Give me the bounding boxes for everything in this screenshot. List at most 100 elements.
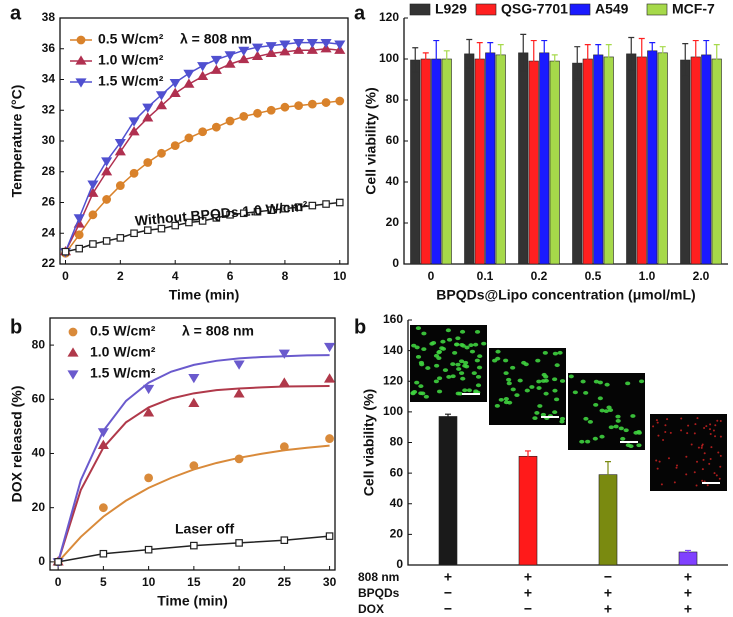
cell xyxy=(583,416,589,421)
cell xyxy=(495,349,501,354)
cell xyxy=(455,336,461,341)
cell xyxy=(442,368,449,372)
marker xyxy=(279,442,289,452)
x-tick-label: 30 xyxy=(323,575,337,589)
marker xyxy=(267,206,276,214)
marker xyxy=(293,38,305,49)
marker xyxy=(266,105,276,115)
cell xyxy=(708,428,711,431)
marker xyxy=(73,214,85,224)
bar xyxy=(657,52,668,265)
marker xyxy=(101,157,113,167)
marker xyxy=(183,69,195,80)
condition-sign: + xyxy=(524,585,532,601)
cell xyxy=(592,436,598,441)
cell xyxy=(446,337,453,342)
cell xyxy=(655,459,658,462)
bar xyxy=(690,56,701,265)
y-tick-label: 60 xyxy=(386,133,400,147)
error-bar xyxy=(638,37,645,76)
marker xyxy=(211,122,221,132)
bar xyxy=(518,52,529,265)
cell xyxy=(411,343,417,348)
bar xyxy=(603,56,614,265)
condition-sign: + xyxy=(604,585,612,601)
marker xyxy=(265,47,277,57)
error-bar xyxy=(713,44,720,74)
cell xyxy=(673,481,676,484)
cell xyxy=(452,350,458,355)
marker xyxy=(129,168,139,178)
marker xyxy=(293,44,305,54)
marker xyxy=(210,64,222,74)
marker xyxy=(279,46,291,56)
cell xyxy=(542,350,548,355)
legend-label: 1.0 W/cm² xyxy=(90,344,156,360)
cell xyxy=(669,431,672,434)
cell xyxy=(696,417,699,420)
marker xyxy=(294,203,303,211)
y-tick-label: 40 xyxy=(390,496,404,510)
cell xyxy=(709,458,712,461)
condition-sign: + xyxy=(604,601,612,617)
y-tick-label: 60 xyxy=(390,465,404,479)
x-tick-label: 0.1 xyxy=(477,269,494,283)
cell xyxy=(423,394,429,399)
marker xyxy=(324,342,336,353)
axis-frame xyxy=(49,317,336,571)
cell xyxy=(436,376,443,381)
cell xyxy=(524,388,530,393)
marker xyxy=(234,454,244,464)
error-bar xyxy=(466,38,473,69)
bar xyxy=(549,60,560,265)
cell xyxy=(552,410,558,415)
y-tick-label: 0 xyxy=(396,557,403,571)
cell xyxy=(685,473,688,476)
marker xyxy=(54,558,62,566)
marker xyxy=(233,388,245,398)
y-tick-label: 36 xyxy=(42,41,56,55)
y-axis-label: DOX released (%) xyxy=(9,386,25,503)
condition-sign: + xyxy=(684,585,692,601)
x-axis-label: Time (min) xyxy=(157,593,228,609)
cell xyxy=(686,432,689,435)
cell xyxy=(719,465,722,468)
cell xyxy=(695,484,698,487)
cell xyxy=(535,358,541,363)
marker xyxy=(143,407,155,417)
condition-label: DOX xyxy=(358,602,384,616)
cell xyxy=(693,471,696,474)
cell xyxy=(636,443,642,448)
cell xyxy=(702,458,705,461)
marker xyxy=(278,349,290,359)
cell xyxy=(552,388,558,393)
marker xyxy=(61,247,70,256)
cell xyxy=(476,365,483,370)
legend-marker xyxy=(76,35,86,45)
cell xyxy=(446,375,452,379)
cell xyxy=(587,420,593,424)
y-tick-label: 0 xyxy=(38,554,45,568)
marker xyxy=(322,200,330,208)
cell xyxy=(454,342,460,347)
panel-label: a xyxy=(354,2,366,24)
marker xyxy=(253,207,262,216)
x-tick-label: 15 xyxy=(187,575,201,589)
marker xyxy=(185,218,193,227)
annotation: λ = 808 nm xyxy=(182,323,254,339)
cell xyxy=(481,341,487,346)
marker xyxy=(144,545,153,554)
error-bar xyxy=(551,54,558,68)
y-axis-label: Cell viability (%) xyxy=(363,87,379,194)
x-tick-label: 0.2 xyxy=(531,269,548,283)
y-tick-label: 80 xyxy=(386,92,400,106)
cell xyxy=(464,345,470,350)
marker xyxy=(87,187,99,197)
marker xyxy=(74,230,84,240)
cell xyxy=(536,386,542,390)
marker xyxy=(143,384,155,395)
x-tick-label: 2.0 xyxy=(693,269,710,283)
cell xyxy=(471,371,477,375)
marker xyxy=(198,127,208,137)
cell xyxy=(715,474,718,477)
